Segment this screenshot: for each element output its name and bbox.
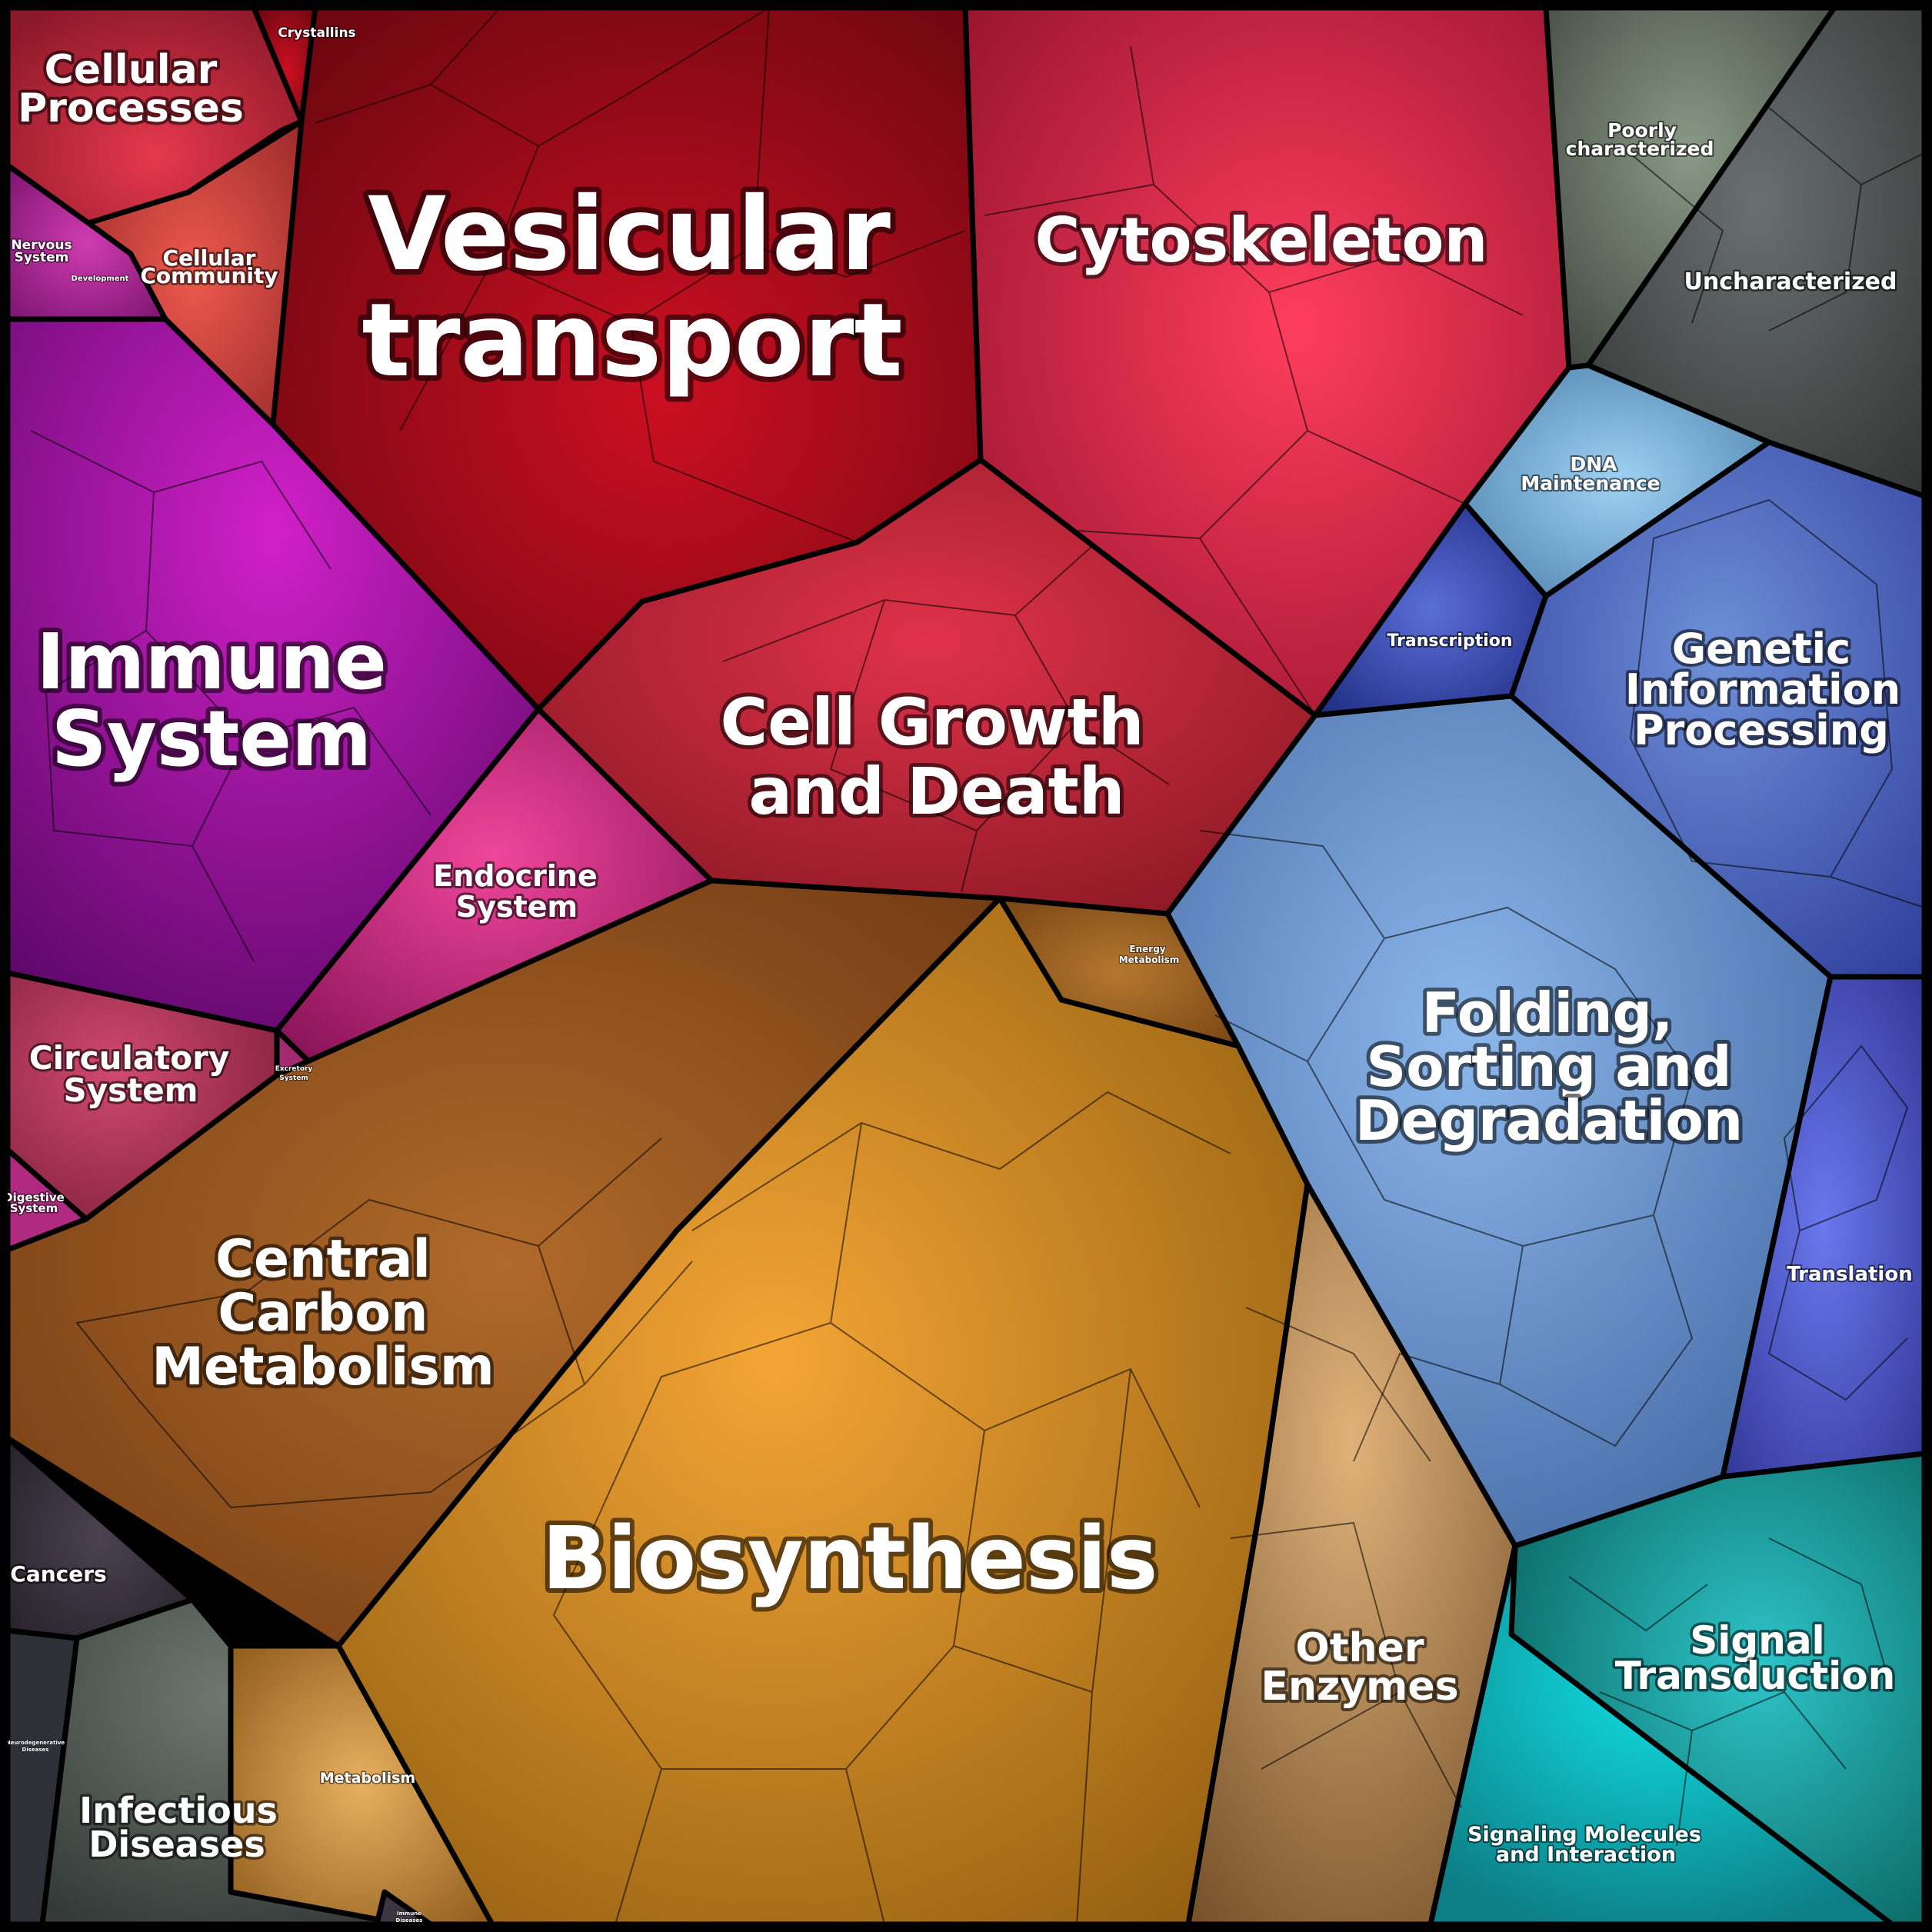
- label-central-carbon: Central: [215, 1229, 431, 1290]
- label-signaling-molecules-2: and Interaction: [1496, 1843, 1676, 1867]
- label-poorly-characterized: Poorly: [1607, 119, 1677, 142]
- subcell-lines: [30, 7, 1925, 1925]
- label-uncharacterized: Uncharacterized: [1684, 268, 1897, 295]
- label-dna-maintenance-2: Maintenance: [1521, 472, 1660, 495]
- label-metabolism: Metabolism: [320, 1770, 415, 1787]
- label-central-carbon-3: Metabolism: [152, 1337, 495, 1397]
- label-immune-diseases: Immune: [397, 1910, 421, 1917]
- label-endocrine-system: Endocrine: [433, 859, 597, 893]
- label-excretory-system: Excretory: [275, 1065, 313, 1073]
- label-nervous-system: Nervous: [11, 238, 72, 253]
- label-crystallins: Crystallins: [278, 25, 355, 41]
- label-cell-growth: Cell Growth: [720, 685, 1144, 760]
- label-cancers: Cancers: [10, 1561, 106, 1587]
- label-biosynthesis: Biosynthesis: [541, 1509, 1158, 1609]
- label-immune-system-2: System: [52, 694, 372, 784]
- label-translation: Translation: [1787, 1263, 1912, 1286]
- label-endocrine-system-2: System: [456, 890, 578, 924]
- label-immune-diseases-2: Diseases: [396, 1917, 423, 1924]
- label-development: Development: [72, 275, 129, 283]
- label-circulatory-system-2: System: [64, 1071, 198, 1109]
- label-energy-metabolism: Energy: [1129, 944, 1165, 954]
- label-cellular-processes-2: Processes: [18, 85, 244, 132]
- label-neurodegenerative-2: Diseases: [22, 1747, 49, 1753]
- region-labels: Cellular Processes Crystallins Cellular …: [2, 25, 1914, 1924]
- label-dna-maintenance: DNA: [1570, 453, 1617, 475]
- label-folding-sorting: Folding,: [1422, 981, 1674, 1045]
- label-other-enzymes: Other: [1296, 1625, 1424, 1671]
- label-signal-transduction: Signal: [1690, 1618, 1824, 1663]
- label-circulatory-system: Circulatory: [29, 1039, 230, 1077]
- label-genetic-information-2: Information: [1625, 665, 1900, 714]
- label-poorly-characterized-2: characterized: [1566, 138, 1714, 160]
- label-cellular-community-2: Community: [140, 263, 278, 288]
- label-infectious-diseases-2: Diseases: [88, 1824, 265, 1865]
- label-genetic-information-3: Processing: [1634, 706, 1889, 754]
- label-digestive-system-2: System: [10, 1201, 58, 1215]
- label-neurodegenerative: Neurodegenerative: [6, 1740, 65, 1746]
- label-other-enzymes-2: Enzymes: [1261, 1664, 1458, 1710]
- label-energy-metabolism-2: Metabolism: [1119, 954, 1180, 965]
- label-cellular-community: Cellular: [163, 245, 256, 271]
- label-genetic-information: Genetic: [1672, 625, 1850, 673]
- label-cell-growth-2: and Death: [748, 754, 1124, 829]
- label-vesicular-transport: Vesicular: [368, 175, 891, 294]
- label-transcription: Transcription: [1387, 631, 1512, 651]
- label-excretory-system-2: System: [279, 1074, 308, 1082]
- label-vesicular-transport-2: transport: [361, 281, 902, 400]
- label-immune-system: Immune: [36, 617, 387, 707]
- label-cellular-processes: Cellular: [45, 47, 218, 93]
- label-infectious-diseases: Infectious: [79, 1790, 278, 1831]
- label-central-carbon-2: Carbon: [218, 1283, 428, 1344]
- label-folding-sorting-2: Sorting and: [1366, 1034, 1731, 1099]
- label-signal-transduction-2: Transduction: [1615, 1654, 1895, 1698]
- label-digestive-system: Digestive: [3, 1191, 65, 1204]
- label-folding-sorting-3: Degradation: [1355, 1088, 1743, 1153]
- label-nervous-system-2: System: [15, 250, 69, 265]
- label-cytoskeleton: Cytoskeleton: [1035, 205, 1488, 276]
- label-signaling-molecules: Signaling Molecules: [1467, 1823, 1701, 1847]
